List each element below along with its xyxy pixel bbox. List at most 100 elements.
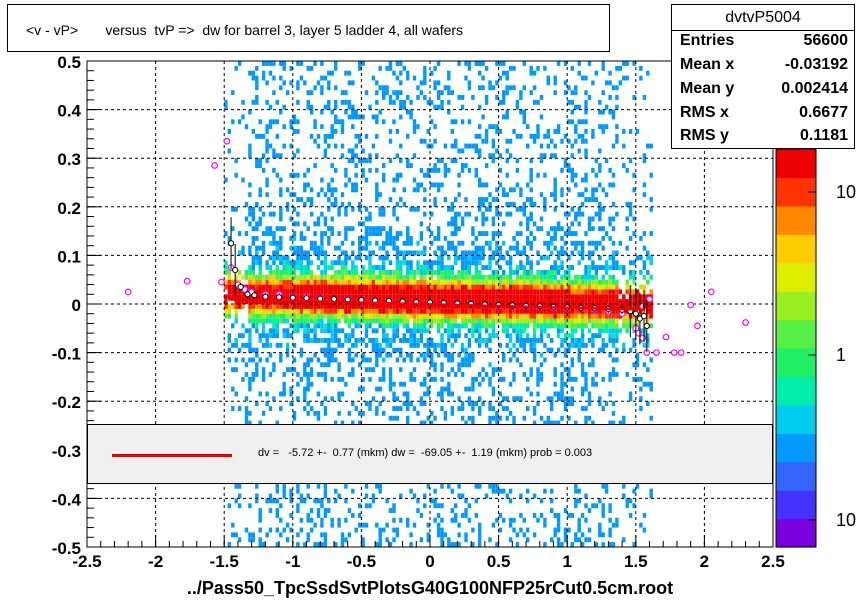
heatmap-cell xyxy=(550,265,554,270)
heatmap-cell xyxy=(447,381,451,387)
heatmap-cell xyxy=(416,284,420,290)
heatmap-cell xyxy=(316,133,321,139)
heatmap-cell xyxy=(395,313,400,319)
heatmap-cell xyxy=(347,532,352,538)
heatmap-cell xyxy=(515,323,520,329)
heatmap-cell xyxy=(611,304,616,309)
heatmap-cell xyxy=(498,167,502,173)
heatmap-cell xyxy=(532,274,537,280)
heatmap-cell xyxy=(351,284,355,290)
heatmap-cell xyxy=(433,362,437,368)
heatmap-cell xyxy=(337,318,341,324)
heatmap-cell xyxy=(388,318,393,324)
heatmap-cell xyxy=(491,197,496,202)
heatmap-cell xyxy=(385,537,389,543)
heatmap-cell xyxy=(495,250,499,256)
heatmap-cell xyxy=(261,61,266,66)
heatmap-cell xyxy=(231,304,235,309)
heatmap-cell xyxy=(327,357,331,363)
heatmap-cell xyxy=(303,338,307,343)
heatmap-cell xyxy=(237,299,242,304)
heatmap-cell xyxy=(454,143,458,149)
heatmap-cell xyxy=(358,245,362,251)
heatmap-cell xyxy=(502,323,506,329)
heatmap-cell xyxy=(251,347,255,353)
heatmap-cell xyxy=(313,542,317,547)
heatmap-cell xyxy=(488,153,492,159)
heatmap-cell xyxy=(570,328,574,334)
heatmap-cell xyxy=(265,99,269,105)
heatmap-cell xyxy=(478,537,482,543)
heatmap-cell xyxy=(320,177,324,183)
x-tick-label: -2 xyxy=(148,552,163,571)
heatmap-cell xyxy=(515,333,520,339)
heatmap-cell xyxy=(471,415,475,421)
heatmap-cell xyxy=(556,250,561,256)
heatmap-cell xyxy=(285,537,290,543)
heatmap-cell xyxy=(285,318,290,324)
heatmap-cell xyxy=(604,158,609,164)
heatmap-cell xyxy=(406,265,410,270)
heatmap-cell xyxy=(563,347,568,353)
heatmap-cell xyxy=(296,265,300,270)
heatmap-cell xyxy=(481,274,485,280)
heatmap-cell xyxy=(402,323,406,329)
heatmap-cell xyxy=(567,308,571,314)
heatmap-cell xyxy=(632,231,636,236)
heatmap-cell xyxy=(430,357,434,363)
heatmap-cell xyxy=(368,250,372,256)
heatmap-cell xyxy=(323,192,328,198)
heatmap-cell xyxy=(591,376,595,382)
heatmap-cell xyxy=(622,294,626,300)
heatmap-cell xyxy=(388,65,393,71)
heatmap-cell xyxy=(601,61,605,66)
heatmap-cell xyxy=(320,231,324,236)
heatmap-cell xyxy=(275,420,279,426)
heatmap-cell xyxy=(526,488,530,494)
heatmap-cell xyxy=(587,255,592,261)
heatmap-cell xyxy=(272,362,276,368)
heatmap-cell xyxy=(378,299,382,304)
heatmap-cell xyxy=(382,90,386,96)
heatmap-cell xyxy=(282,308,286,314)
heatmap-cell xyxy=(375,284,379,290)
heatmap-cell xyxy=(546,323,550,329)
heatmap-cell xyxy=(440,308,444,314)
heatmap-cell xyxy=(598,167,602,173)
heatmap-cell xyxy=(392,391,396,397)
heatmap-cell xyxy=(471,313,475,319)
heatmap-cell xyxy=(268,294,273,300)
heatmap-cell xyxy=(580,284,585,290)
heatmap-cell xyxy=(460,270,465,275)
heatmap-cell xyxy=(313,85,317,91)
heatmap-cell xyxy=(320,338,324,343)
heatmap-cell xyxy=(646,342,650,348)
heatmap-cell xyxy=(478,294,482,300)
heatmap-cell xyxy=(608,109,612,115)
heatmap-cell xyxy=(563,381,568,387)
heatmap-cell xyxy=(382,318,386,324)
heatmap-cell xyxy=(416,342,420,348)
heatmap-cell xyxy=(402,313,406,319)
heatmap-cell xyxy=(406,522,410,528)
heatmap-cell xyxy=(601,129,605,134)
heatmap-cell xyxy=(395,260,400,266)
heatmap-cell xyxy=(285,308,290,314)
heatmap-cell xyxy=(354,338,358,343)
heatmap-cell xyxy=(354,352,358,358)
heatmap-cell xyxy=(306,274,310,280)
heatmap-cell xyxy=(526,226,530,232)
heatmap-cell xyxy=(604,342,609,348)
heatmap-cell xyxy=(237,294,242,300)
heatmap-cell xyxy=(275,265,279,270)
heatmap-cell xyxy=(248,342,252,348)
heatmap-cell xyxy=(354,304,358,309)
heatmap-cell xyxy=(268,240,273,246)
heatmap-cell xyxy=(622,415,626,421)
heatmap-cell xyxy=(289,80,293,86)
heatmap-cell xyxy=(419,231,424,236)
heatmap-cell xyxy=(382,328,386,334)
heatmap-cell xyxy=(591,80,595,86)
heatmap-cell xyxy=(529,372,533,377)
